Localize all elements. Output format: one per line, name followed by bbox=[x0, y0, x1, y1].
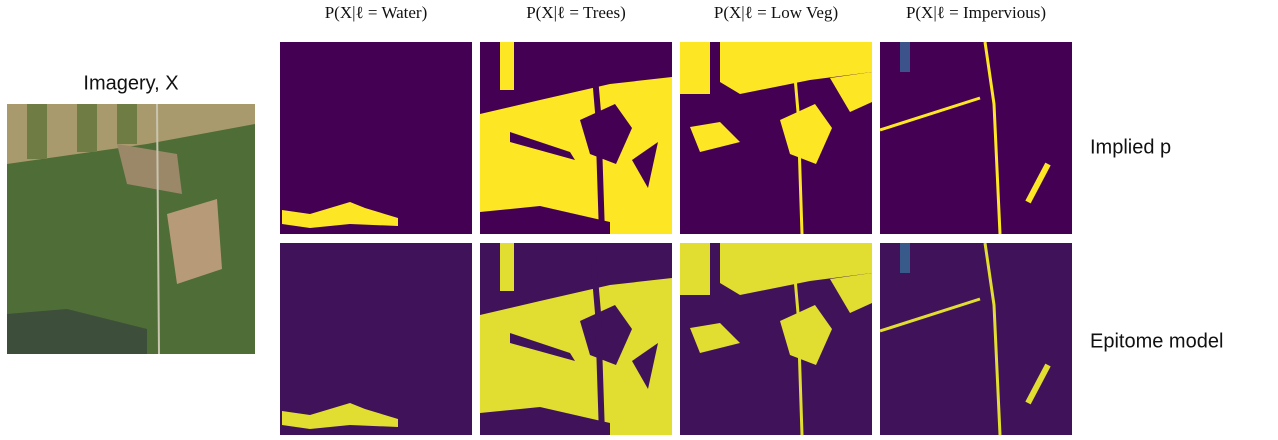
heatmap-shading bbox=[480, 243, 672, 435]
heatmap-image bbox=[280, 42, 472, 234]
column-header: P(X|ℓ = Impervious) bbox=[906, 3, 1046, 22]
heatmap-panel bbox=[280, 42, 472, 234]
heatmap-shading bbox=[880, 243, 1072, 435]
heatmap-panel bbox=[880, 243, 1072, 435]
heatmap-shading bbox=[680, 243, 872, 435]
heatmap-panel bbox=[680, 243, 872, 435]
heatmap-image bbox=[480, 42, 672, 234]
heatmap-panel bbox=[880, 42, 1072, 234]
row-label: Epitome model bbox=[1090, 330, 1223, 352]
row-label: Implied p bbox=[1090, 136, 1171, 158]
heatmap-panel bbox=[680, 42, 872, 234]
heatmap-panel bbox=[480, 243, 672, 435]
imagery bbox=[7, 104, 255, 354]
column-header: P(X|ℓ = Low Veg) bbox=[714, 3, 838, 22]
column-header: P(X|ℓ = Trees) bbox=[526, 3, 626, 22]
heatmap-panel bbox=[480, 42, 672, 234]
imagery-label: Imagery, X bbox=[83, 72, 178, 94]
heatmap-panel bbox=[280, 243, 472, 435]
heatmap-image bbox=[880, 42, 1072, 234]
heatmap-image bbox=[680, 42, 872, 234]
column-header: P(X|ℓ = Water) bbox=[325, 3, 428, 22]
figure: Imagery, X P(X|ℓ = Water) P(X|ℓ = Trees) P… bbox=[0, 0, 1278, 440]
heatmap-shading bbox=[280, 243, 472, 435]
